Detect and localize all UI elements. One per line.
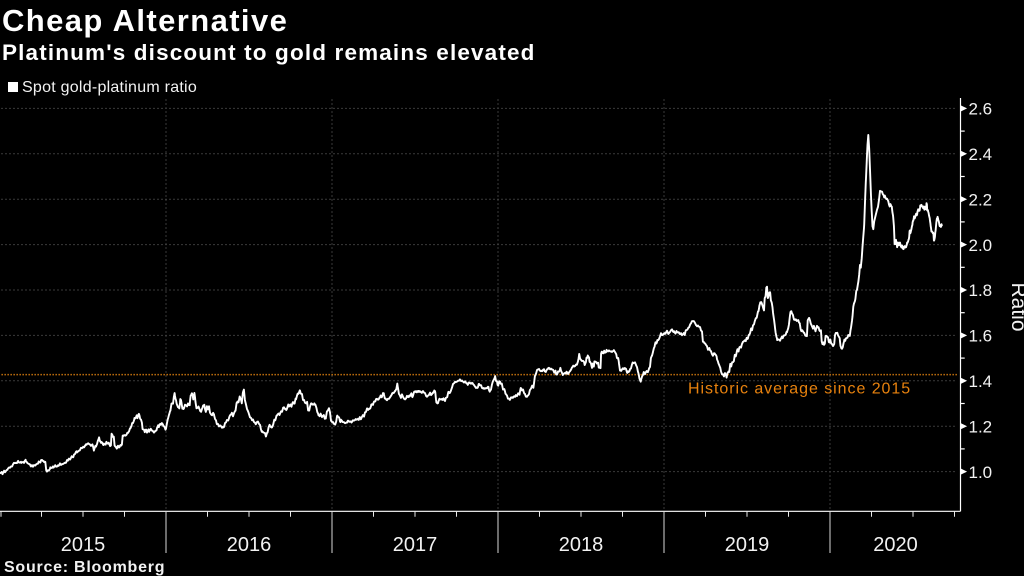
svg-text:1.0: 1.0 bbox=[969, 463, 993, 482]
svg-text:2.2: 2.2 bbox=[969, 190, 993, 209]
svg-text:2.6: 2.6 bbox=[969, 100, 993, 119]
svg-text:2015: 2015 bbox=[61, 534, 106, 556]
svg-text:2017: 2017 bbox=[393, 534, 438, 556]
svg-text:1.8: 1.8 bbox=[969, 281, 993, 300]
svg-text:1.6: 1.6 bbox=[969, 327, 993, 346]
svg-text:1.2: 1.2 bbox=[969, 417, 993, 436]
svg-text:Ratio: Ratio bbox=[1007, 282, 1024, 331]
svg-text:2018: 2018 bbox=[559, 534, 604, 556]
svg-text:2.4: 2.4 bbox=[969, 145, 993, 164]
svg-text:2020: 2020 bbox=[873, 534, 918, 556]
svg-text:2019: 2019 bbox=[725, 534, 770, 556]
svg-text:2016: 2016 bbox=[227, 534, 272, 556]
svg-text:1.4: 1.4 bbox=[969, 372, 993, 391]
svg-text:2.0: 2.0 bbox=[969, 236, 993, 255]
svg-text:Historic average since 2015: Historic average since 2015 bbox=[688, 381, 911, 398]
